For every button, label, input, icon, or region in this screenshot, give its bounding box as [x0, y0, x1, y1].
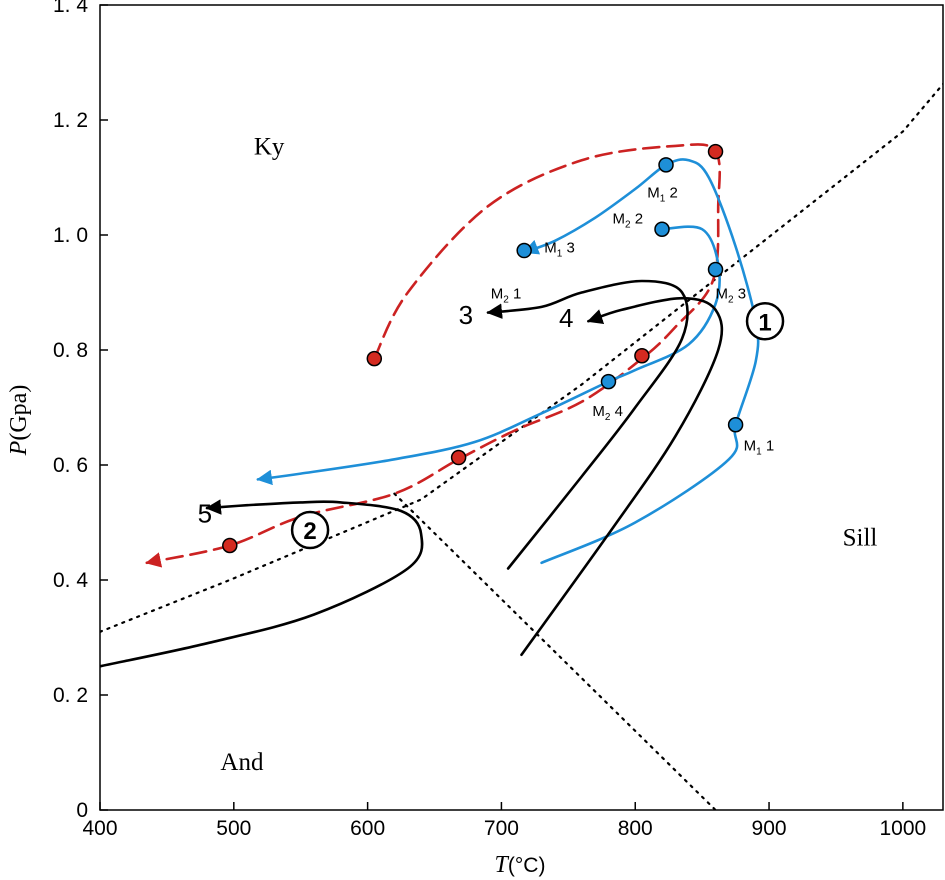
y-tick-label: 1. 4: [53, 0, 88, 17]
path-label-3: 3: [459, 300, 473, 330]
path-markers: [222, 143, 744, 554]
y-tick-label: 0. 4: [53, 569, 88, 592]
marker-red-dashed-path: [707, 143, 724, 160]
y-axis-ticks: 0 0. 2 0. 4 0. 6 0. 8 1. 0 1. 2 1. 4: [53, 0, 108, 822]
point-label: M2 2: [612, 211, 643, 231]
phase-boundary-ky-sill: [100, 82, 943, 633]
y-tick-label: 0. 8: [53, 339, 88, 362]
y-tick-label: 1. 2: [53, 109, 88, 132]
marker-blue-path-1: [658, 157, 674, 173]
phase-boundaries: [100, 82, 943, 810]
marker-blue-path-1: [727, 417, 744, 433]
x-tick-label: 400: [82, 817, 117, 840]
x-tick-label: 700: [484, 817, 519, 840]
circled-label-2: 2: [303, 518, 316, 545]
series-blue-path-1: [522, 158, 760, 565]
marker-blue-path-1: [516, 242, 532, 259]
marker-red-dashed-path: [634, 348, 650, 364]
field-label-ky: Ky: [254, 134, 285, 161]
x-tick-label: 500: [216, 817, 251, 840]
path-label-5: 5: [198, 499, 212, 529]
marker-red-dashed-path: [366, 350, 383, 367]
series-black-path-5: [100, 499, 424, 668]
x-tick-label: 900: [752, 817, 787, 840]
series-black-path-4: [520, 296, 724, 657]
x-axis-ticks: 400 500 600 700 800 900 1000: [82, 802, 926, 840]
path-label-4: 4: [559, 303, 573, 333]
circled-label-ring-2: [290, 510, 330, 550]
circled-label-ring-1: [745, 302, 785, 341]
marker-red-dashed-path: [450, 449, 467, 466]
point-label: M2 1: [491, 285, 522, 305]
point-label: M2 4: [592, 403, 623, 423]
x-tick-label: 800: [618, 817, 653, 840]
point-label: M2 3: [716, 285, 747, 305]
y-tick-label: 0. 2: [53, 684, 88, 707]
x-tick-label: 600: [350, 817, 385, 840]
marker-blue-path-2: [654, 221, 670, 237]
point-label: M1 1: [744, 438, 775, 458]
circled-label-1: 1: [758, 309, 771, 336]
y-tick-label: 0: [76, 799, 88, 822]
annotations: Ky Sill And M1 1 M1 2 M1 3 M2 1 M2 2 M2 3 M2 4 3 4 5…: [198, 134, 878, 776]
y-tick-label: 0. 6: [53, 454, 88, 477]
phase-boundary-and-sill: [393, 492, 717, 810]
point-label: M1 2: [647, 185, 678, 205]
marker-red-dashed-path: [222, 537, 238, 554]
series-black-path-3: [486, 279, 689, 570]
field-label-and: And: [220, 749, 264, 776]
plot-frame: [99, 4, 944, 811]
marker-blue-path-2: [707, 261, 724, 278]
point-label: M1 3: [544, 239, 575, 259]
x-tick-label: 1000: [879, 817, 926, 840]
x-axis-title: T(°C): [495, 852, 546, 878]
y-axis-title: P(Gpa): [6, 385, 32, 457]
marker-blue-path-2: [600, 373, 617, 390]
field-label-sill: Sill: [843, 525, 878, 552]
y-tick-label: 1. 0: [53, 224, 88, 247]
